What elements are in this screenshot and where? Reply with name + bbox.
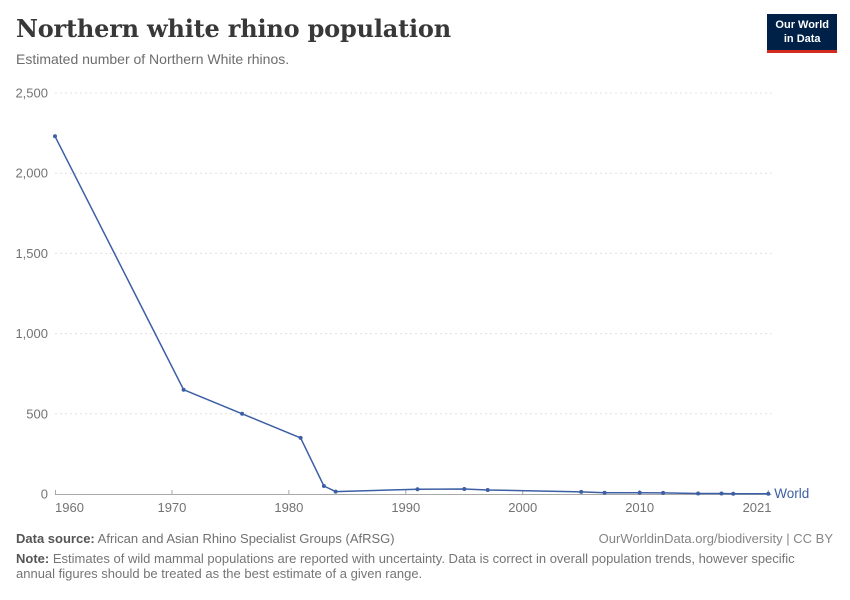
data-point-2005[interactable] xyxy=(579,489,584,494)
y-tick-label-500: 500 xyxy=(26,406,48,421)
owid-logo-line1: Our World xyxy=(775,19,829,31)
x-tick-label-1960: 1960 xyxy=(55,500,84,515)
x-tick-label-2021: 2021 xyxy=(743,500,772,515)
data-point-1984[interactable] xyxy=(333,489,338,494)
y-tick-label-2000: 2,000 xyxy=(15,166,48,181)
footnote-label: Note: xyxy=(16,551,50,566)
owid-citation-link[interactable]: OurWorldinData.org/biodiversity | CC BY xyxy=(598,531,833,546)
data-point-2010[interactable] xyxy=(637,490,642,495)
x-tick-label-1980: 1980 xyxy=(274,500,303,515)
x-tick-label-1970: 1970 xyxy=(157,500,186,515)
line-chart[interactable]: 0 500 1,000 1,500 2,000 2,500 1960 1970 1980 1990… xyxy=(0,80,850,525)
series-label-world[interactable]: World xyxy=(774,486,809,501)
data-source-text: African and Asian Rhino Specialist Group… xyxy=(97,531,395,546)
x-tick-label-2010: 2010 xyxy=(625,500,654,515)
x-tick-label-1990: 1990 xyxy=(391,500,420,515)
data-point-2021[interactable] xyxy=(766,491,771,496)
owid-logo[interactable]: Our World in Data xyxy=(767,14,837,53)
data-point-2007[interactable] xyxy=(602,490,607,495)
chart-footer: Data source: African and Asian Rhino Spe… xyxy=(16,531,833,581)
y-tick-label-0: 0 xyxy=(41,487,48,502)
data-point-2018[interactable] xyxy=(731,491,736,496)
y-tick-label-2500: 2,500 xyxy=(15,86,48,101)
chart-subtitle: Estimated number of Northern White rhino… xyxy=(16,51,290,67)
y-tick-label-1500: 1,500 xyxy=(15,246,48,261)
x-tick-label-2000: 2000 xyxy=(508,500,537,515)
data-point-1976[interactable] xyxy=(240,411,245,416)
data-point-2012[interactable] xyxy=(661,490,666,495)
data-source-label: Data source: xyxy=(16,531,95,546)
data-point-2015[interactable] xyxy=(696,491,701,496)
data-point-1971[interactable] xyxy=(181,387,186,392)
data-point-1981[interactable] xyxy=(298,435,303,440)
chart-title: Northern white rhino population xyxy=(16,14,451,43)
owid-logo-line2: in Data xyxy=(783,33,821,46)
data-source-line: Data source: African and Asian Rhino Spe… xyxy=(16,531,395,546)
data-point-1995[interactable] xyxy=(462,487,467,491)
footnote: Note: Estimates of wild mammal populatio… xyxy=(16,551,808,581)
footnote-text: Estimates of wild mammal populations are… xyxy=(16,551,795,581)
data-point-1991[interactable] xyxy=(415,487,420,492)
y-tick-label-1000: 1,000 xyxy=(15,326,48,341)
data-point-1960[interactable] xyxy=(53,134,57,139)
data-point-2017[interactable] xyxy=(719,491,724,496)
data-point-1997[interactable] xyxy=(485,488,490,492)
data-point-1983[interactable] xyxy=(321,484,326,488)
series-line-world[interactable] xyxy=(54,135,769,495)
